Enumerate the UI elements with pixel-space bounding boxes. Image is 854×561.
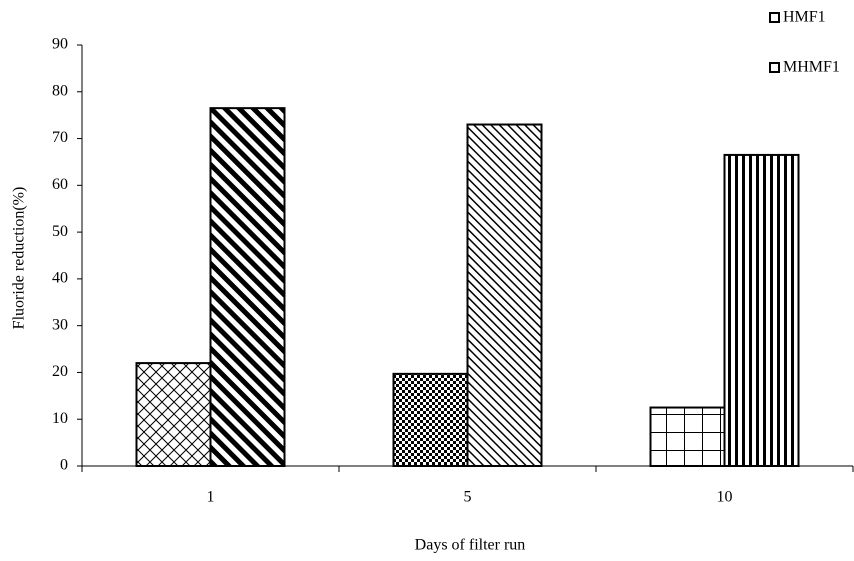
bar — [392, 372, 469, 467]
legend-swatch — [769, 62, 780, 73]
y-tick-label: 10 — [52, 410, 68, 427]
x-axis-label: Days of filter run — [415, 537, 526, 554]
y-tick-label: 60 — [52, 176, 68, 193]
bar — [466, 123, 543, 468]
y-tick-label: 20 — [52, 363, 68, 380]
y-tick-label: 0 — [60, 457, 68, 474]
legend-swatch — [769, 12, 780, 23]
x-tick-label: 1 — [207, 489, 215, 506]
bar — [135, 362, 212, 468]
y-tick-label: 70 — [52, 129, 68, 146]
legend-label: HMF1 — [783, 9, 826, 26]
x-tick-label: 10 — [717, 489, 733, 506]
bar — [209, 107, 286, 468]
bar — [723, 153, 800, 468]
y-tick-label: 40 — [52, 270, 68, 287]
y-tick-label: 30 — [52, 316, 68, 333]
y-axis-label: Fluoride reduction(%) — [11, 187, 28, 330]
y-tick-label: 80 — [52, 82, 68, 99]
x-tick-label: 5 — [464, 489, 472, 506]
bar — [649, 406, 726, 467]
y-tick-label: 90 — [52, 36, 68, 53]
legend-label: MHMF1 — [783, 59, 840, 76]
y-tick-label: 50 — [52, 223, 68, 240]
